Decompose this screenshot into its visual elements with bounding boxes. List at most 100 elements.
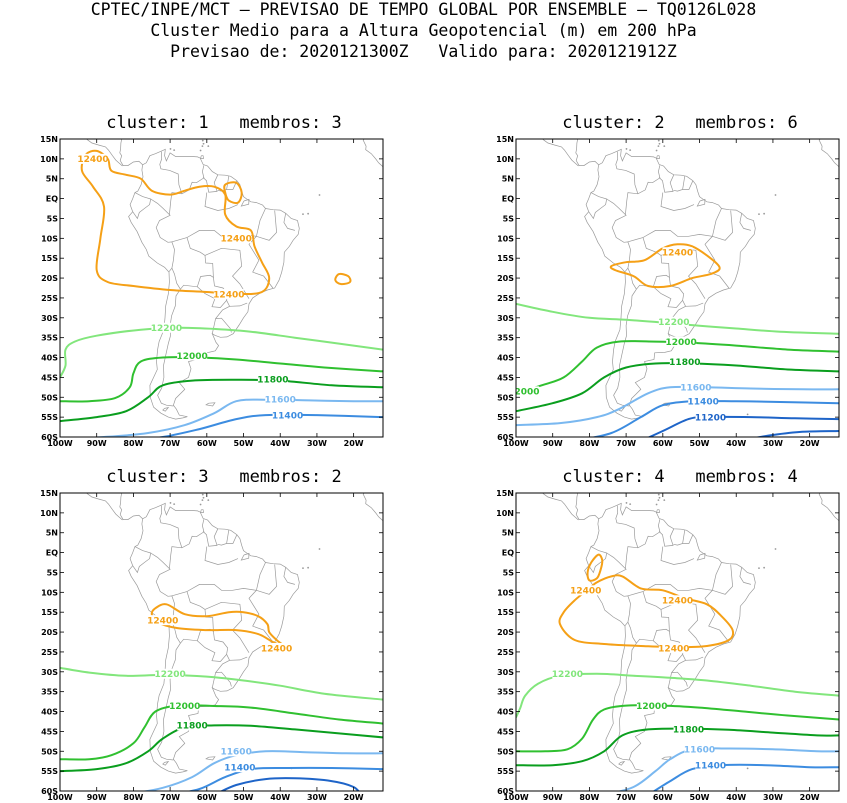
lon-tick-label: 40W [270, 793, 290, 802]
contour-12000 [516, 340, 839, 395]
lon-tick-label: 80W [123, 793, 143, 802]
contour-label: 11600 [680, 384, 711, 394]
lat-tick-label: 45S [41, 373, 58, 382]
contour-12000 [60, 356, 383, 403]
map-frame [515, 138, 840, 438]
lon-tick-label: 20W [344, 439, 364, 448]
lat-tick-label: 20S [497, 274, 514, 283]
contour-label: 12200 [154, 670, 185, 680]
contour-label: 12400 [77, 155, 108, 165]
lat-tick-label: 20S [41, 274, 58, 283]
lon-tick-label: 90W [87, 439, 107, 448]
contour-label: 11800 [669, 358, 700, 368]
contour-label: 12000 [636, 702, 667, 712]
lat-tick-label: 15S [497, 608, 514, 617]
contour-12400 [80, 149, 271, 296]
lat-tick-label: 15S [497, 254, 514, 263]
lon-tick-label: 90W [87, 793, 107, 802]
contour-11400 [590, 399, 839, 437]
lat-tick-label: 10S [41, 588, 58, 597]
lat-tick-label: 5N [46, 175, 58, 184]
lat-tick-label: 45S [497, 727, 514, 736]
contour-label: 11800 [257, 376, 288, 386]
contour-label: 11600 [684, 746, 715, 756]
lon-tick-label: 70W [160, 439, 180, 448]
lon-tick-label: 80W [579, 793, 599, 802]
contour-11800 [60, 378, 383, 423]
contour-label: 11200 [695, 413, 726, 423]
header-line-3: Previsao de: 2020121300Z Valido para: 20… [170, 42, 677, 61]
contour-lines [60, 603, 383, 791]
lat-tick-label: 25S [497, 294, 514, 303]
lat-tick-label: 35S [41, 334, 58, 343]
lat-tick-label: 40S [41, 354, 58, 363]
contour-12400 [609, 243, 721, 289]
contour-11400 [652, 763, 839, 791]
contour-11600 [85, 398, 383, 437]
lon-tick-label: 100W [503, 793, 529, 802]
contour-label: 12400 [658, 644, 689, 654]
lat-tick-label: 60S [41, 433, 58, 442]
lon-tick-label: 50W [690, 793, 710, 802]
lon-tick-label: 60W [197, 793, 217, 802]
contour-11600 [516, 385, 839, 427]
lon-tick-label: 80W [123, 439, 143, 448]
lon-tick-label: 50W [234, 439, 254, 448]
map-panel-2: 12400 12200 12000 2000 11800 11600 11400 11200 1… [496, 135, 840, 448]
lon-tick-label: 20W [344, 793, 364, 802]
lat-tick-label: 10N [496, 155, 514, 164]
lat-tick-label: 20S [497, 628, 514, 637]
lat-tick-label: 15S [41, 254, 58, 263]
lat-tick-label: 5N [502, 175, 514, 184]
lat-tick-label: 35S [41, 688, 58, 697]
contour-label: 12000 [169, 702, 200, 712]
lon-tick-label: 30W [307, 439, 327, 448]
lat-tick-label: 5S [47, 568, 59, 577]
contour-label: 12000 [176, 352, 207, 362]
contour-label: 11600 [265, 396, 296, 406]
lat-tick-label: 55S [41, 413, 58, 422]
lon-tick-label: 70W [616, 793, 636, 802]
contour-12000 [516, 704, 839, 753]
lat-tick-label: 25S [497, 648, 514, 657]
lat-tick-label: 40S [41, 708, 58, 717]
lat-tick-label: 25S [41, 648, 58, 657]
lon-tick-label: 60W [653, 439, 673, 448]
lat-tick-label: EQ [46, 195, 58, 204]
contour-12200 [60, 666, 383, 701]
contour-11800 [516, 362, 839, 413]
lon-tick-label: 30W [763, 793, 783, 802]
lon-tick-label: 50W [234, 793, 254, 802]
lat-tick-label: 55S [497, 413, 514, 422]
lon-tick-label: 100W [503, 439, 529, 448]
lat-tick-label: 45S [497, 373, 514, 382]
lat-tick-label: 20S [41, 628, 58, 637]
lat-tick-label: 10S [497, 588, 514, 597]
lat-tick-label: 10N [40, 155, 58, 164]
lon-tick-label: 30W [763, 439, 783, 448]
land-outlines [86, 493, 383, 774]
lat-tick-label: 50S [41, 393, 58, 402]
header-line-2: Cluster Medio para a Altura Geopotencial… [150, 21, 697, 40]
land-outlines [542, 139, 839, 420]
lat-tick-label: 5S [47, 214, 59, 223]
contour-12000 [60, 704, 383, 761]
contour-11800 [516, 727, 839, 767]
map-panel-3: 12400 12400 12200 12000 11800 11600 11400 15N 10… [40, 489, 384, 802]
map-panel-1: 12400 12400 12400 12200 12000 11800 11600 11400… [40, 135, 384, 448]
lat-tick-label: 5S [503, 214, 515, 223]
lon-tick-label: 80W [579, 439, 599, 448]
lat-tick-label: 5N [46, 529, 58, 538]
lat-tick-label: 30S [41, 668, 58, 677]
lat-tick-label: 60S [41, 787, 58, 796]
contour-12200 [60, 326, 383, 378]
contour-11200 [753, 430, 839, 437]
contour-label: 12200 [552, 670, 583, 680]
contour-lines [60, 149, 383, 437]
lon-tick-label: 50W [690, 439, 710, 448]
lat-tick-label: 5S [503, 568, 515, 577]
lat-tick-label: 50S [497, 393, 514, 402]
lon-tick-label: 100W [47, 439, 73, 448]
contour-label: 12400 [213, 290, 244, 300]
lon-tick-label: 20W [800, 793, 820, 802]
